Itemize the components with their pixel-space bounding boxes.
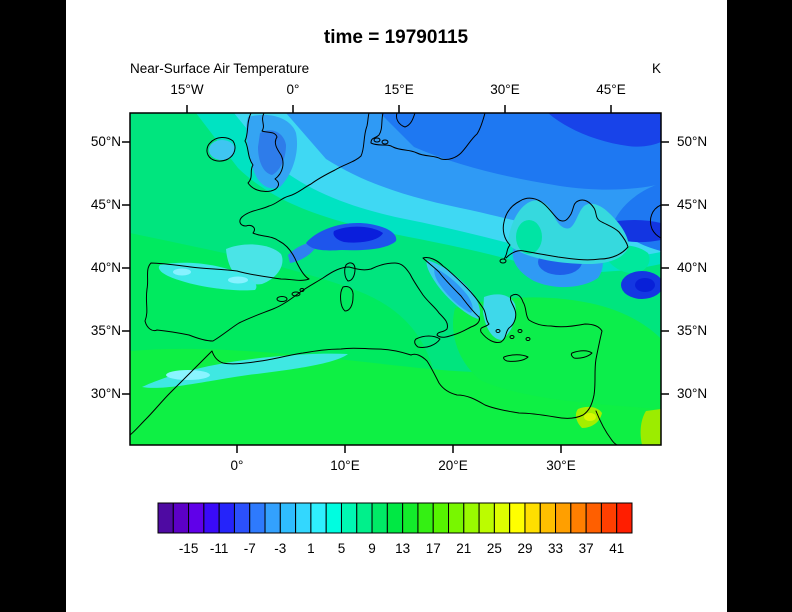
colorbar-box	[279, 502, 297, 534]
right-axis-label: 40°N	[677, 260, 708, 275]
colorbar-label: 29	[517, 541, 533, 556]
colorbar-label: 9	[368, 541, 376, 556]
colorbar-label: 17	[425, 541, 441, 556]
colorbar-box	[524, 502, 541, 534]
right-axis-label: 30°N	[677, 386, 708, 401]
colorbar-label: 33	[548, 541, 564, 556]
units-label: K	[651, 61, 661, 76]
colorbar-label: 25	[486, 541, 502, 556]
colorbar-box	[264, 502, 281, 534]
top-axis-label: 30°E	[490, 82, 520, 97]
colorbar-box	[463, 502, 480, 534]
colorbar-box	[600, 502, 618, 534]
map-frame	[129, 112, 662, 446]
left-axis-label: 50°N	[90, 134, 121, 149]
bottom-axis-label: 30°E	[546, 458, 576, 473]
coastlines	[130, 113, 661, 445]
top-axis-label: 0°	[286, 82, 300, 97]
colorbar-box	[402, 502, 419, 534]
colorbar-box	[585, 502, 602, 534]
colorbar-box	[172, 502, 190, 534]
colorbar-box	[478, 502, 495, 534]
colorbar-box	[417, 502, 434, 534]
left-axis-label: 45°N	[90, 197, 121, 212]
axis-ticks	[122, 105, 669, 453]
colorbar-label: -15	[178, 541, 199, 556]
right-axis-label: 45°N	[677, 197, 708, 212]
colorbar-label: 1	[307, 541, 315, 556]
colorbar-box	[386, 502, 404, 534]
bottom-axis-label: 0°	[230, 458, 244, 473]
colorbar-box	[356, 502, 373, 534]
top-axis-label: 15°E	[384, 82, 414, 97]
colorbar-box	[310, 502, 327, 534]
right-black-bar	[727, 0, 792, 612]
colorbar-box	[539, 502, 557, 534]
colorbar-box	[218, 502, 235, 534]
colorbar-box	[249, 502, 266, 534]
colorbar-label: 5	[337, 541, 346, 556]
colorbar-box	[157, 502, 174, 534]
top-axis-label: 15°W	[170, 82, 204, 97]
colorbar-box	[188, 502, 205, 534]
colorbar-box	[570, 502, 587, 534]
colorbar-box	[555, 502, 572, 534]
colorbar-label: 37	[578, 541, 594, 556]
bottom-axis-label: 20°E	[438, 458, 468, 473]
colorbar-box	[233, 502, 251, 534]
colorbar-box	[340, 502, 358, 534]
colorbar-box	[371, 502, 388, 534]
left-axis-label: 30°N	[90, 386, 121, 401]
right-axis-label: 50°N	[677, 134, 708, 149]
plot-title: time = 19790115	[323, 27, 469, 48]
top-axis-label: 45°E	[596, 82, 626, 97]
colorbar-label: 21	[456, 541, 472, 556]
colorbar-box	[325, 502, 342, 534]
colorbar-box	[509, 502, 526, 534]
colorbar-label: 13	[395, 541, 411, 556]
left-axis-label: 40°N	[90, 260, 121, 275]
colorbar-box	[295, 502, 312, 534]
colorbar-box	[448, 502, 465, 534]
field-name-label: Near-Surface Air Temperature	[130, 61, 310, 76]
colorbar-label: -7	[243, 541, 256, 556]
colorbar-label: -11	[209, 541, 229, 556]
colorbar-label: -3	[274, 541, 287, 556]
bottom-axis-label: 10°E	[330, 458, 360, 473]
colorbar-label: 41	[609, 541, 625, 556]
colorbar	[157, 502, 633, 534]
colorbar-box	[203, 502, 220, 534]
left-black-bar	[0, 0, 66, 612]
right-axis-label: 35°N	[677, 323, 708, 338]
colorbar-box	[493, 502, 511, 534]
colorbar-box	[616, 502, 633, 534]
left-axis-label: 35°N	[90, 323, 121, 338]
contour-field	[130, 113, 661, 445]
colorbar-box	[432, 502, 450, 534]
